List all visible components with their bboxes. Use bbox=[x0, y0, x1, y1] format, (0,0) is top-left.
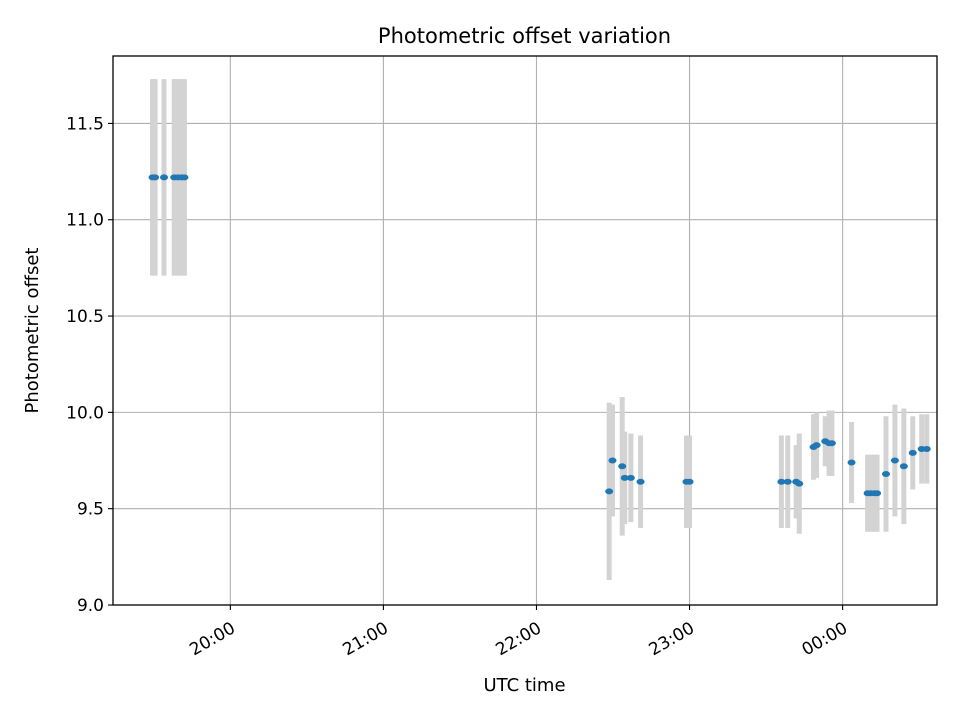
data-point bbox=[626, 474, 635, 481]
data-point bbox=[812, 442, 821, 449]
data-point bbox=[795, 480, 804, 487]
data-point bbox=[685, 478, 694, 485]
data-point bbox=[777, 478, 786, 485]
data-point bbox=[605, 488, 614, 495]
data-point bbox=[618, 463, 627, 470]
data-point bbox=[881, 471, 890, 478]
data-point bbox=[160, 174, 169, 181]
data-point bbox=[151, 174, 160, 181]
data-point bbox=[922, 445, 931, 452]
data-point bbox=[608, 457, 617, 464]
data-point bbox=[620, 474, 629, 481]
data-point bbox=[890, 457, 899, 464]
y-tick-label: 9.5 bbox=[77, 500, 104, 520]
data-point bbox=[908, 449, 917, 456]
data-point bbox=[899, 463, 908, 470]
plot-frame bbox=[112, 55, 938, 606]
y-tick-label: 11.0 bbox=[66, 211, 104, 231]
y-tick-label: 10.0 bbox=[66, 403, 104, 423]
data-point bbox=[827, 440, 836, 447]
data-point-layer bbox=[148, 174, 931, 497]
y-axis-title: Photometric offset bbox=[22, 248, 43, 414]
data-point bbox=[636, 478, 645, 485]
data-point bbox=[180, 174, 189, 181]
data-point bbox=[783, 478, 792, 485]
y-tick-label: 11.5 bbox=[66, 114, 104, 134]
y-axis-ticks: 9.0 9.5 10.0 10.5 11.0 11.5 bbox=[66, 114, 113, 616]
x-axis-title: UTC time bbox=[483, 675, 565, 696]
y-tick-label: 10.5 bbox=[66, 307, 104, 327]
data-point bbox=[847, 459, 856, 466]
y-tick-label: 9.0 bbox=[77, 596, 104, 616]
data-point bbox=[873, 490, 882, 497]
chart-title: Photometric offset variation bbox=[378, 24, 671, 48]
